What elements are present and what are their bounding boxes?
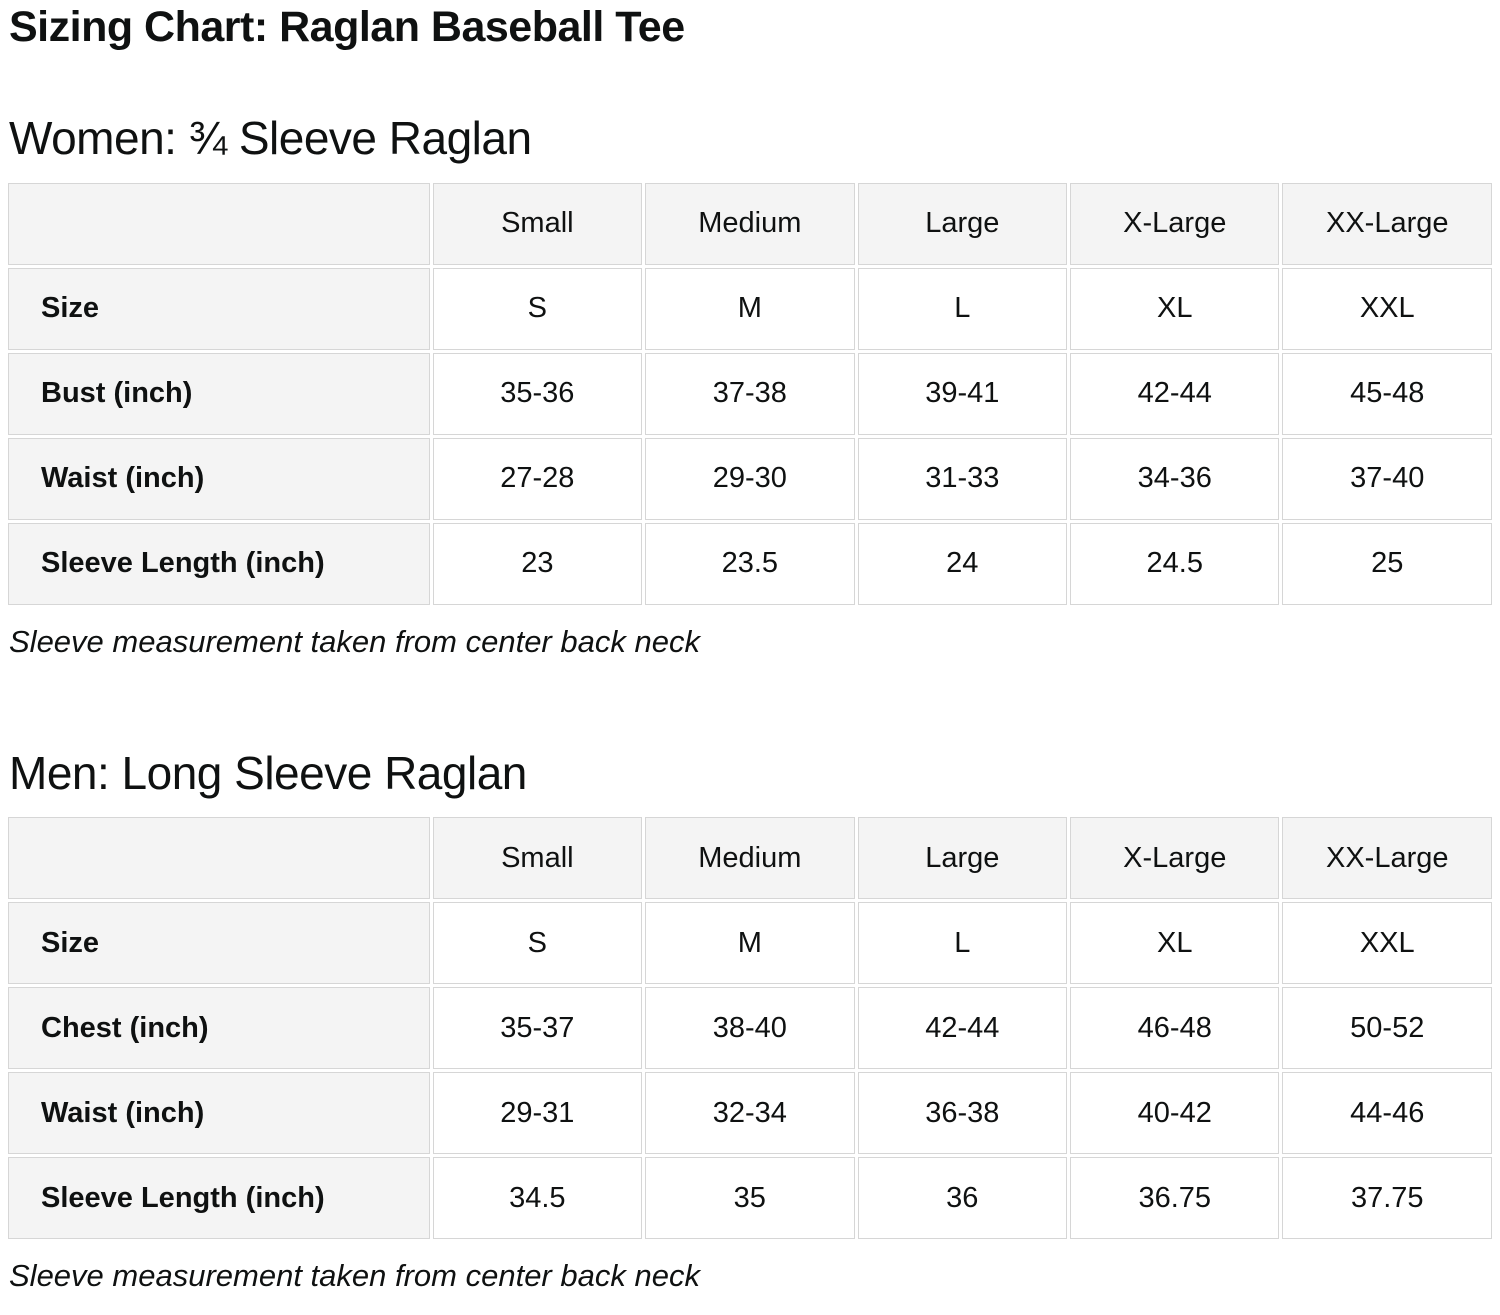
table-cell: 37-38 <box>645 352 855 435</box>
table-cell: 39-41 <box>857 352 1068 435</box>
table-cell: 42-44 <box>1070 352 1280 435</box>
men-sizing-section: Men: Long Sleeve Raglan Small Medium Lar… <box>5 746 1495 1294</box>
table-cell: L <box>857 902 1068 985</box>
table-cell: 40-42 <box>1070 1072 1280 1155</box>
men-column-header-xlarge: X-Large <box>1070 817 1280 900</box>
row-label: Waist (inch) <box>8 1072 430 1155</box>
men-column-header-small: Small <box>432 817 643 900</box>
table-cell: 36.75 <box>1070 1157 1280 1240</box>
table-cell: 24.5 <box>1070 522 1280 605</box>
table-cell: XXL <box>1282 902 1492 985</box>
women-column-header-large: Large <box>857 182 1068 265</box>
women-sizing-section: Women: ¾ Sleeve Raglan Small Medium Larg… <box>5 113 1495 659</box>
women-row-waist: Waist (inch) 27-28 29-30 31-33 34-36 37-… <box>8 437 1492 520</box>
table-cell: S <box>432 902 643 985</box>
women-measurement-note: Sleeve measurement taken from center bac… <box>9 623 700 659</box>
men-column-header-xxlarge: XX-Large <box>1282 817 1492 900</box>
row-label: Sleeve Length (inch) <box>8 1157 430 1240</box>
women-section-heading: Women: ¾ Sleeve Raglan <box>9 112 532 165</box>
table-cell: 29-31 <box>432 1072 643 1155</box>
row-label: Sleeve Length (inch) <box>8 522 430 605</box>
table-cell: 44-46 <box>1282 1072 1492 1155</box>
table-cell: XL <box>1070 267 1280 350</box>
table-cell: 36 <box>857 1157 1068 1240</box>
table-cell: 36-38 <box>857 1072 1068 1155</box>
table-cell: 31-33 <box>857 437 1068 520</box>
table-cell: 29-30 <box>645 437 855 520</box>
men-column-header-large: Large <box>857 817 1068 900</box>
table-cell: 46-48 <box>1070 987 1280 1070</box>
women-header-row: Small Medium Large X-Large XX-Large <box>8 182 1492 265</box>
table-cell: XXL <box>1282 267 1492 350</box>
row-label: Bust (inch) <box>8 352 430 435</box>
table-cell: 42-44 <box>857 987 1068 1070</box>
table-cell: XL <box>1070 902 1280 985</box>
table-cell: 45-48 <box>1282 352 1492 435</box>
women-column-header-xxlarge: XX-Large <box>1282 182 1492 265</box>
table-cell: 34.5 <box>432 1157 643 1240</box>
table-cell: 23.5 <box>645 522 855 605</box>
table-cell: 27-28 <box>432 437 643 520</box>
table-cell: S <box>432 267 643 350</box>
women-column-header-small: Small <box>432 182 643 265</box>
women-column-header-xlarge: X-Large <box>1070 182 1280 265</box>
men-row-sleeve-length: Sleeve Length (inch) 34.5 35 36 36.75 37… <box>8 1157 1492 1240</box>
row-label: Waist (inch) <box>8 437 430 520</box>
men-row-waist: Waist (inch) 29-31 32-34 36-38 40-42 44-… <box>8 1072 1492 1155</box>
table-cell: 38-40 <box>645 987 855 1070</box>
row-label: Chest (inch) <box>8 987 430 1070</box>
women-size-table: Small Medium Large X-Large XX-Large Size… <box>5 180 1495 608</box>
table-cell: L <box>857 267 1068 350</box>
table-cell: 24 <box>857 522 1068 605</box>
page-title: Sizing Chart: Raglan Baseball Tee <box>9 3 685 51</box>
men-row-chest: Chest (inch) 35-37 38-40 42-44 46-48 50-… <box>8 987 1492 1070</box>
table-cell: 35-37 <box>432 987 643 1070</box>
women-column-header-medium: Medium <box>645 182 855 265</box>
men-row-size: Size S M L XL XXL <box>8 902 1492 985</box>
table-cell: 32-34 <box>645 1072 855 1155</box>
men-header-row: Small Medium Large X-Large XX-Large <box>8 817 1492 900</box>
men-section-heading: Men: Long Sleeve Raglan <box>9 746 527 799</box>
men-corner-cell <box>8 817 430 900</box>
men-size-table: Small Medium Large X-Large XX-Large Size… <box>5 814 1495 1242</box>
women-row-size: Size S M L XL XXL <box>8 267 1492 350</box>
table-cell: 50-52 <box>1282 987 1492 1070</box>
table-cell: 35-36 <box>432 352 643 435</box>
table-cell: 37.75 <box>1282 1157 1492 1240</box>
table-cell: 23 <box>432 522 643 605</box>
table-cell: 25 <box>1282 522 1492 605</box>
women-corner-cell <box>8 182 430 265</box>
women-row-sleeve-length: Sleeve Length (inch) 23 23.5 24 24.5 25 <box>8 522 1492 605</box>
table-cell: 37-40 <box>1282 437 1492 520</box>
table-cell: M <box>645 902 855 985</box>
women-row-bust: Bust (inch) 35-36 37-38 39-41 42-44 45-4… <box>8 352 1492 435</box>
table-cell: 35 <box>645 1157 855 1240</box>
table-cell: M <box>645 267 855 350</box>
men-column-header-medium: Medium <box>645 817 855 900</box>
row-label: Size <box>8 267 430 350</box>
row-label: Size <box>8 902 430 985</box>
table-cell: 34-36 <box>1070 437 1280 520</box>
men-measurement-note: Sleeve measurement taken from center bac… <box>9 1258 700 1294</box>
